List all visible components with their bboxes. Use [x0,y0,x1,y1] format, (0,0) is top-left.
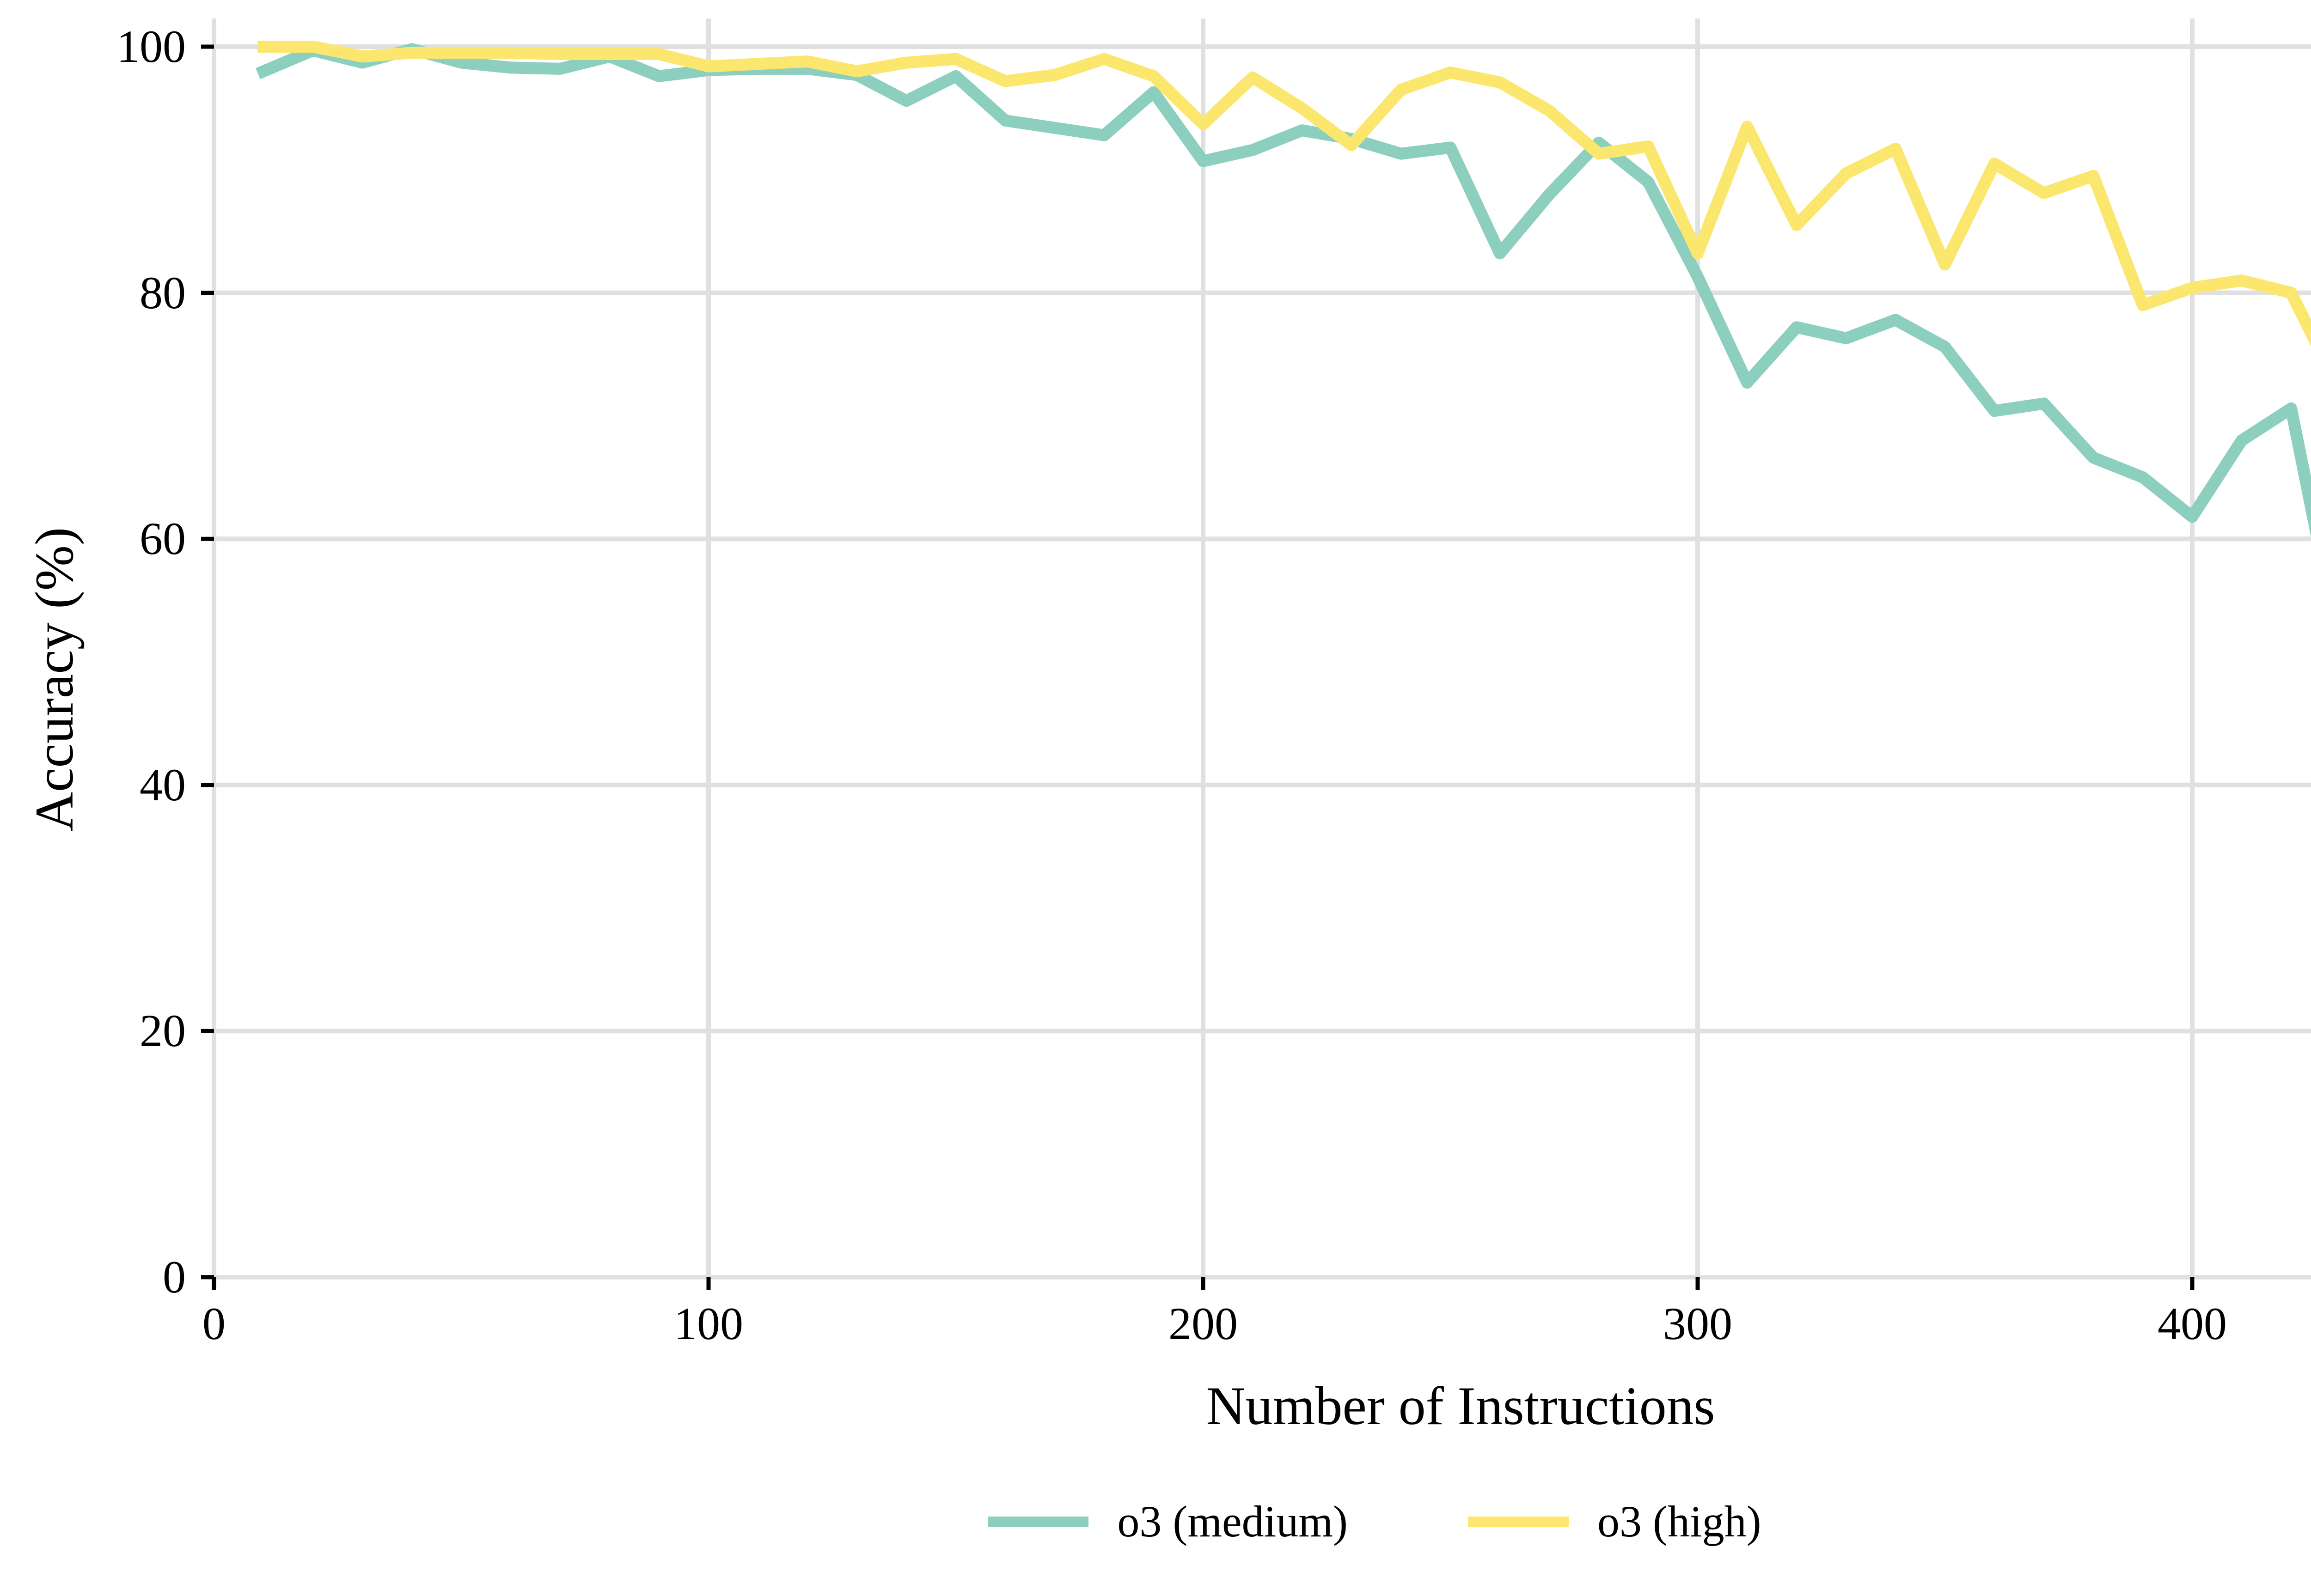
x-axis-title: Number of Instructions [1206,1376,1715,1436]
x-tick-label-100: 100 [674,1298,743,1349]
y-tick-label-80: 80 [140,267,186,318]
x-tick-label-300: 300 [1663,1298,1732,1349]
y-tick-label-20: 20 [140,1005,186,1057]
y-tick-label-0: 0 [163,1251,186,1303]
legend-label: o3 (high) [1597,1497,1761,1546]
y-axis-title: Accuracy (%) [24,527,85,832]
legend-item-o3-high: o3 (high) [1467,1496,1761,1547]
legend-label: o3 (medium) [1117,1497,1348,1546]
x-tick-label-200: 200 [1168,1298,1238,1349]
y-tick-label-40: 40 [140,759,186,810]
y-tick-label-100: 100 [116,21,186,72]
legend: o3 (medium) o3 (high) [0,1496,2311,1547]
legend-swatch [988,1516,1089,1527]
legend-swatch [1467,1516,1569,1527]
line-o3-medium [255,43,2311,537]
y-tick-label-60: 60 [140,513,186,565]
legend-item-o3-medium: o3 (medium) [988,1496,1348,1547]
x-tick-label-400: 400 [2158,1298,2227,1349]
line-o3-high [257,41,2311,347]
x-tick-label-0: 0 [202,1298,226,1349]
